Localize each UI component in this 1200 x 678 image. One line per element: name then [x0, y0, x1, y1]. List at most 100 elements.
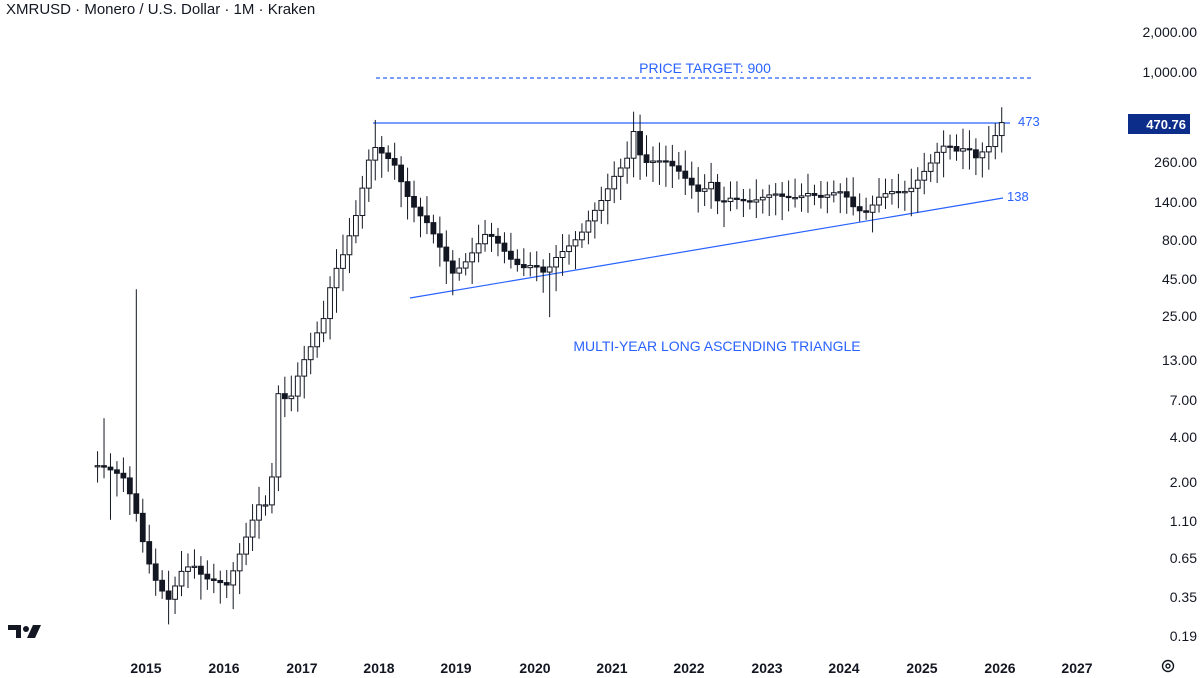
candle-up	[185, 566, 191, 572]
candle-up	[992, 135, 999, 148]
candle-up	[482, 233, 488, 245]
candle-up	[256, 504, 262, 521]
candle-down	[385, 152, 392, 160]
candle-down	[688, 177, 695, 186]
candle-down	[404, 181, 411, 197]
candle-up	[262, 504, 269, 507]
candle-down	[126, 477, 133, 495]
candle-up	[178, 570, 185, 587]
y-tick: 45.00	[1162, 271, 1197, 287]
candle-up	[979, 151, 986, 159]
candle-down	[398, 164, 405, 183]
candle-down	[210, 578, 217, 581]
candle-up	[462, 261, 469, 269]
candle-down	[146, 541, 153, 565]
y-tick: 4.00	[1170, 429, 1197, 445]
last-price-value: 470.76	[1146, 117, 1186, 132]
candle-down	[223, 582, 230, 586]
candle-down	[378, 147, 385, 154]
candle-down	[740, 198, 747, 202]
candle-down	[695, 184, 702, 192]
candle-down	[411, 195, 417, 208]
x-tick: 2021	[596, 660, 627, 676]
x-tick: 2025	[906, 660, 937, 676]
candle-up	[456, 267, 463, 274]
y-tick: 13.00	[1162, 352, 1197, 368]
y-axis: 2,000.00 1,000.00 470.76 260.00 140.00 8…	[1128, 24, 1197, 644]
candle-down	[637, 131, 643, 156]
candle-up	[172, 585, 178, 600]
candle-up	[960, 148, 966, 152]
candle-up	[901, 191, 908, 194]
candle-up	[353, 215, 359, 237]
candle-down	[501, 242, 508, 252]
chart-title: XMRUSD · Monero / U.S. Dollar · 1M · Kra…	[6, 1, 316, 18]
candle-up	[727, 197, 734, 203]
candle-up	[824, 194, 831, 198]
candle-down	[520, 264, 527, 269]
candle-up	[243, 536, 249, 555]
candle-down	[514, 258, 521, 266]
candle-down	[850, 196, 857, 208]
candle-up	[921, 170, 928, 181]
candle-up	[940, 145, 947, 153]
candle-up	[527, 265, 534, 269]
x-tick: 2024	[828, 660, 859, 676]
x-tick: 2015	[130, 660, 161, 676]
candle-down	[643, 154, 650, 163]
candle-up	[230, 570, 237, 586]
gear-icon[interactable]	[1161, 659, 1175, 673]
candle-down	[120, 472, 127, 479]
candle-up	[591, 209, 598, 222]
support-trendline	[409, 197, 1004, 299]
candle-up	[294, 375, 301, 397]
candle-up	[346, 235, 353, 256]
candle-up	[566, 245, 572, 253]
candle-down	[540, 266, 547, 273]
candle-down	[436, 233, 443, 248]
candle-down	[424, 215, 430, 224]
candle-down	[947, 145, 953, 148]
candle-up	[333, 267, 340, 289]
candle-down	[391, 158, 398, 166]
candle-up	[275, 393, 282, 478]
candle-down	[843, 191, 850, 198]
x-tick: 2027	[1061, 660, 1092, 676]
candle-down	[682, 170, 689, 179]
y-tick: 1,000.00	[1143, 64, 1198, 80]
candle-up	[650, 160, 656, 163]
candle-down	[495, 235, 501, 244]
candle-down	[152, 563, 159, 581]
candle-up	[998, 122, 1005, 137]
candle-down	[785, 195, 792, 199]
y-tick: 80.00	[1162, 232, 1197, 248]
candle-down	[165, 590, 172, 600]
tradingview-logo	[8, 625, 41, 638]
candle-up	[708, 181, 715, 190]
candle-down	[114, 469, 120, 474]
candle-down	[734, 197, 740, 200]
candle-down	[669, 160, 676, 167]
candle-up	[759, 196, 766, 201]
last-price-badge	[1128, 114, 1190, 134]
candle-up	[307, 346, 314, 361]
candle-down	[779, 193, 786, 197]
candle-up	[792, 197, 798, 200]
candle-down	[443, 246, 450, 262]
candle-down	[811, 193, 818, 196]
candle-up	[805, 193, 811, 197]
annotations-layer: PRICE TARGET: 900 473 138 MULTI-YEAR LON…	[373, 60, 1040, 354]
x-axis: 2015 2016 2017 2018 2019 2020 2021 2022 …	[130, 660, 1092, 676]
candle-up	[572, 239, 579, 247]
candle-down	[721, 200, 727, 203]
candle-down	[107, 466, 114, 471]
candle-down	[895, 191, 902, 194]
candles-layer	[94, 107, 1005, 625]
y-tick: 2.00	[1170, 474, 1197, 490]
candle-up	[559, 251, 566, 258]
candle-down	[533, 265, 540, 268]
candle-down	[159, 579, 166, 592]
candle-up	[372, 147, 379, 161]
candle-down	[133, 493, 140, 514]
